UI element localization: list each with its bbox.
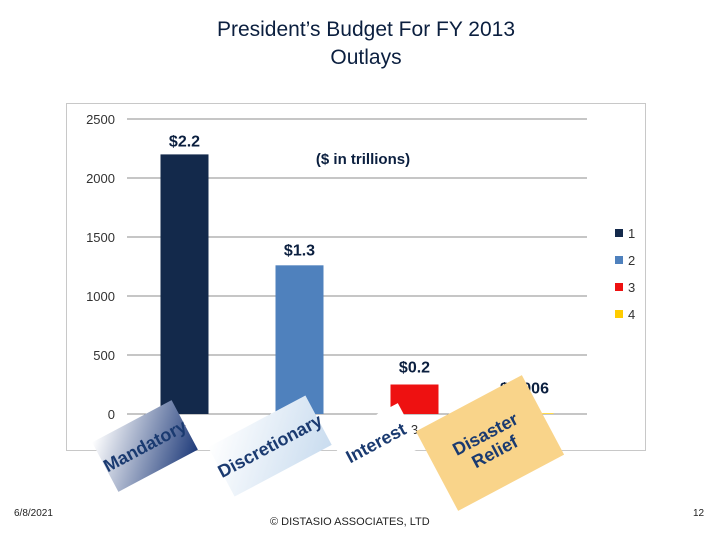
legend-label: 2: [628, 253, 635, 268]
slide-title: President’s Budget For FY 2013 Outlays: [0, 16, 720, 72]
bar-2: [275, 265, 324, 414]
y-tick-label: 1500: [86, 230, 115, 245]
legend-swatch: [615, 283, 623, 291]
footer-date: 6/8/2021: [14, 508, 53, 519]
chart-subtitle: ($ in trillions): [316, 151, 410, 168]
chart-legend: 1 2 3 4: [615, 226, 635, 322]
legend-label: 1: [628, 226, 635, 241]
x-tick-label: 3: [411, 422, 418, 437]
data-label: $0.2: [399, 360, 430, 377]
y-tick-label: 1000: [86, 289, 115, 304]
slide-title-line1: President’s Budget For FY 2013: [216, 18, 516, 41]
footer-copyright: © DISTASIO ASSOCIATES, LTD: [270, 516, 430, 528]
bar-1: [160, 154, 209, 414]
legend-label: 3: [628, 280, 635, 295]
footer-page-number: 12: [693, 508, 705, 519]
y-tick-label: 2000: [86, 171, 115, 186]
y-tick-label: 2500: [86, 112, 115, 127]
y-tick-label: 500: [93, 348, 115, 363]
legend-swatch: [615, 310, 623, 318]
y-tick-label: 0: [108, 407, 115, 422]
slide-title-line2: Outlays: [330, 46, 402, 69]
legend-label: 4: [628, 307, 635, 322]
legend-swatch: [615, 229, 623, 237]
legend-swatch: [615, 256, 623, 264]
data-label: $1.3: [284, 242, 315, 259]
data-label: $2.2: [169, 133, 200, 150]
